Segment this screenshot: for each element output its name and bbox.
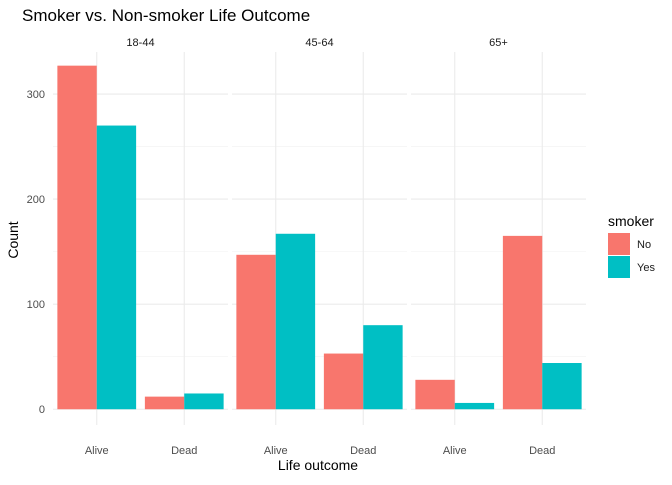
facet-panels: 18-44 Alive Dead 45-64 Alive Dead 65+ Alive Dead xyxy=(53,37,586,457)
facet-strip-label: 45-64 xyxy=(305,37,333,49)
facet-panel: 18-44 Alive Dead xyxy=(53,37,228,457)
bar-no xyxy=(415,379,455,410)
bar-no xyxy=(502,235,543,410)
legend-key-no xyxy=(608,233,630,255)
legend-title: smoker xyxy=(608,213,654,229)
x-tick-label: Alive xyxy=(443,445,467,457)
x-axis-label: Life outcome xyxy=(278,457,358,473)
facet-strip-label: 65+ xyxy=(489,37,508,49)
y-tick-label: 100 xyxy=(27,299,45,311)
bar-yes xyxy=(542,363,582,410)
bar-yes xyxy=(184,393,224,410)
facet-strip-label: 18-44 xyxy=(126,37,154,49)
x-tick-label: Dead xyxy=(350,445,376,457)
legend-key-yes xyxy=(608,256,630,278)
bar-no xyxy=(144,396,185,410)
x-tick-label: Dead xyxy=(529,445,555,457)
facet-panel: 45-64 Alive Dead xyxy=(232,37,407,457)
bar-no xyxy=(236,254,276,410)
bar-yes xyxy=(454,402,495,410)
y-axis: 0 100 200 300 xyxy=(27,89,45,416)
y-axis-label: Count xyxy=(5,221,21,258)
legend-label: Yes xyxy=(637,262,655,274)
legend: smoker No Yes xyxy=(608,213,655,278)
bar-yes xyxy=(96,125,137,410)
y-tick-label: 300 xyxy=(27,89,45,101)
y-tick-label: 0 xyxy=(39,404,45,416)
chart-title: Smoker vs. Non-smoker Life Outcome xyxy=(22,6,310,25)
bar-yes xyxy=(363,325,403,410)
bar-no xyxy=(323,353,364,410)
x-tick-label: Alive xyxy=(264,445,288,457)
x-tick-label: Dead xyxy=(171,445,197,457)
y-tick-label: 200 xyxy=(27,194,45,206)
x-tick-label: Alive xyxy=(85,445,109,457)
facet-panel: 65+ Alive Dead xyxy=(411,37,586,457)
legend-label: No xyxy=(637,239,651,251)
bar-yes xyxy=(275,233,316,410)
bar-no xyxy=(57,65,97,410)
